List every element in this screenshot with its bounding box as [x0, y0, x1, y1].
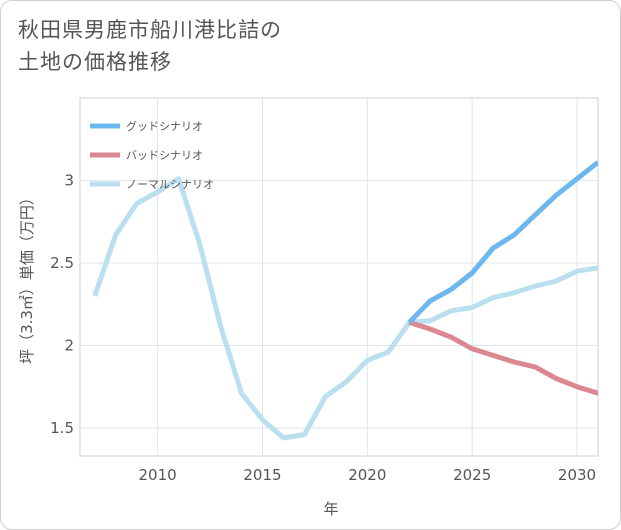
- series-lines: [92, 160, 598, 441]
- x-tick-label: 2020: [348, 466, 386, 484]
- x-tick-label: 2025: [453, 466, 491, 484]
- y-tick-label: 1.5: [50, 419, 74, 437]
- grid-lines: [80, 98, 598, 456]
- legend-label: バッドシナリオ: [126, 149, 203, 162]
- y-tick-label: 3: [64, 171, 74, 189]
- series-line-2: [92, 176, 598, 441]
- legend-label: グッドシナリオ: [126, 119, 203, 133]
- x-tick-label: 2030: [558, 466, 596, 484]
- x-tick-label: 2010: [139, 466, 177, 484]
- series-line-1: [408, 320, 598, 396]
- y-tick-label: 2: [64, 336, 74, 354]
- x-tick-label: 2015: [243, 466, 281, 484]
- chart-title-line-2: 土地の価格推移: [18, 50, 172, 74]
- legend-label: ノーマルシナリオ: [126, 178, 214, 191]
- x-axis-title: 年: [323, 500, 338, 518]
- y-tick-label: 2.5: [50, 254, 74, 272]
- tick-labels: 2010 2015 2020 2025 2030 1.5 2 2.5 3: [50, 171, 596, 484]
- chart-title: 秋田県男鹿市船川港比詰の 土地の価格推移: [18, 14, 438, 78]
- y-axis-title: 坪（3.3㎡）単価（万円）: [18, 190, 36, 364]
- plot-area: [79, 97, 599, 457]
- chart-title-line-1: 秋田県男鹿市船川港比詰の: [18, 18, 282, 42]
- series-line-0: [407, 160, 598, 325]
